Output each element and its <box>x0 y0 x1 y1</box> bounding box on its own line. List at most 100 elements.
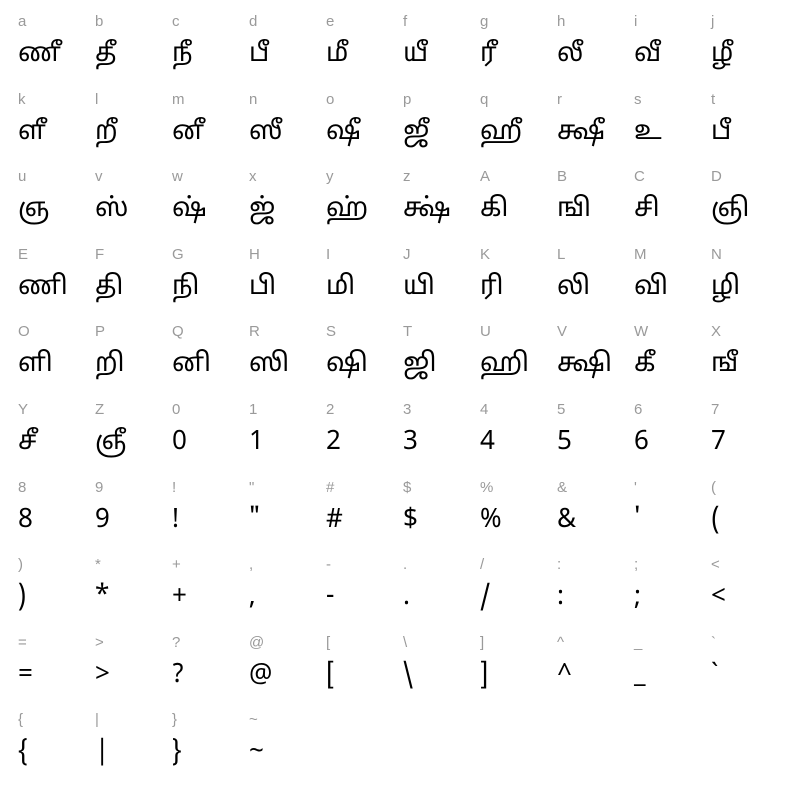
glyph-cell: 44 <box>480 400 557 478</box>
key-label: ) <box>18 557 23 575</box>
key-label: l <box>95 92 98 110</box>
key-label: _ <box>634 635 642 653</box>
glyph-cell: __ <box>634 633 711 711</box>
glyph-cell: oஷீ <box>326 90 403 168</box>
glyph-cell: ** <box>95 555 172 633</box>
key-label: % <box>480 480 493 498</box>
glyph-label: , <box>249 585 256 611</box>
key-label: z <box>403 169 411 187</box>
glyph-cell: rக்ஷீ <box>557 90 634 168</box>
glyph-cell: 00 <box>172 400 249 478</box>
glyph-label: ஞீ <box>95 430 126 456</box>
glyph-cell: -- <box>326 555 403 633</box>
key-label: A <box>480 169 490 187</box>
glyph-label: \ <box>403 663 413 689</box>
key-label: . <box>403 557 407 575</box>
glyph-label: @ <box>249 663 272 689</box>
glyph-label: ணீ <box>18 42 62 68</box>
glyph-label: ^ <box>557 663 572 689</box>
key-label: Y <box>18 402 28 420</box>
glyph-cell: Bஙி <box>557 167 634 245</box>
glyph-cell <box>326 710 403 788</box>
key-label: $ <box>403 480 411 498</box>
key-label: R <box>249 324 260 342</box>
key-label: a <box>18 14 26 32</box>
glyph-label: வீ <box>634 42 661 68</box>
glyph-cell: jழீ <box>711 12 788 90</box>
key-label: - <box>326 557 331 575</box>
key-label: S <box>326 324 336 342</box>
key-label: \ <box>403 635 407 653</box>
glyph-cell: Vக்ஷி <box>557 322 634 400</box>
glyph-cell: Fதி <box>95 245 172 323</box>
key-label: ! <box>172 480 176 498</box>
glyph-cell: Aகி <box>480 167 557 245</box>
key-label: ; <box>634 557 638 575</box>
glyph-label: 4 <box>480 430 495 456</box>
glyph-cell: cநீ <box>172 12 249 90</box>
glyph-cell: Eணி <box>18 245 95 323</box>
glyph-cell: zக்ஷ் <box>403 167 480 245</box>
glyph-cell: 88 <box>18 478 95 556</box>
key-label: Q <box>172 324 184 342</box>
glyph-cell: 11 <box>249 400 326 478</box>
glyph-label: ஞி <box>711 197 749 223</box>
glyph-label: # <box>326 508 343 534</box>
glyph-cell: mனீ <box>172 90 249 168</box>
glyph-cell: fயீ <box>403 12 480 90</box>
glyph-label: - <box>326 585 334 611</box>
glyph-label: லி <box>557 275 590 301</box>
glyph-cell: && <box>557 478 634 556</box>
glyph-cell: vஸ் <box>95 167 172 245</box>
key-label: < <box>711 557 720 575</box>
glyph-cell: %% <box>480 478 557 556</box>
glyph-cell: Hபி <box>249 245 326 323</box>
glyph-label: ஷ் <box>172 197 206 223</box>
key-label: } <box>172 712 177 730</box>
glyph-label: றீ <box>95 120 118 146</box>
glyph-label: ) <box>18 585 26 611</box>
glyph-cell: Yசீ <box>18 400 95 478</box>
glyph-label: * <box>95 585 109 611</box>
key-label: J <box>403 247 411 265</box>
key-label: P <box>95 324 105 342</box>
key-label: b <box>95 14 103 32</box>
glyph-label: வி <box>634 275 668 301</box>
key-label: ` <box>711 635 716 653</box>
key-label: I <box>326 247 330 265</box>
glyph-label: = <box>18 663 33 689</box>
glyph-chart-grid: aணீbதீcநீdபீeமீfயீgரீhலீiவீjழீkளீlறீmனீn… <box>18 12 788 788</box>
key-label: @ <box>249 635 264 653</box>
key-label: j <box>711 14 714 32</box>
key-label: / <box>480 557 484 575</box>
glyph-cell: ## <box>326 478 403 556</box>
key-label: k <box>18 92 26 110</box>
glyph-label: ஷி <box>326 352 368 378</box>
glyph-label: ஹீ <box>480 120 522 146</box>
glyph-cell: S ஷி <box>326 322 403 400</box>
key-label: 3 <box>403 402 411 420</box>
key-label: ' <box>634 480 637 498</box>
glyph-label: நீ <box>172 42 193 68</box>
key-label: ( <box>711 480 716 498</box>
glyph-cell: qஹீ <box>480 90 557 168</box>
glyph-label: ? <box>172 663 184 689</box>
glyph-label: 6 <box>634 430 649 456</box>
key-label: U <box>480 324 491 342</box>
key-label: ? <box>172 635 180 653</box>
glyph-cell: || <box>95 710 172 788</box>
glyph-label: பீ <box>249 42 269 68</box>
key-label: 5 <box>557 402 565 420</box>
key-label: " <box>249 480 254 498</box>
glyph-cell: Uஹி <box>480 322 557 400</box>
key-label: : <box>557 557 561 575</box>
glyph-label: ளி <box>18 352 53 378</box>
glyph-cell: Qனி <box>172 322 249 400</box>
glyph-cell: ]] <box>480 633 557 711</box>
glyph-label: க்ஷீ <box>557 120 605 146</box>
glyph-cell: Zஞீ <box>95 400 172 478</box>
key-label: x <box>249 169 257 187</box>
glyph-cell: )) <box>18 555 95 633</box>
glyph-cell: yஹ் <box>326 167 403 245</box>
glyph-label: { <box>18 740 28 766</box>
